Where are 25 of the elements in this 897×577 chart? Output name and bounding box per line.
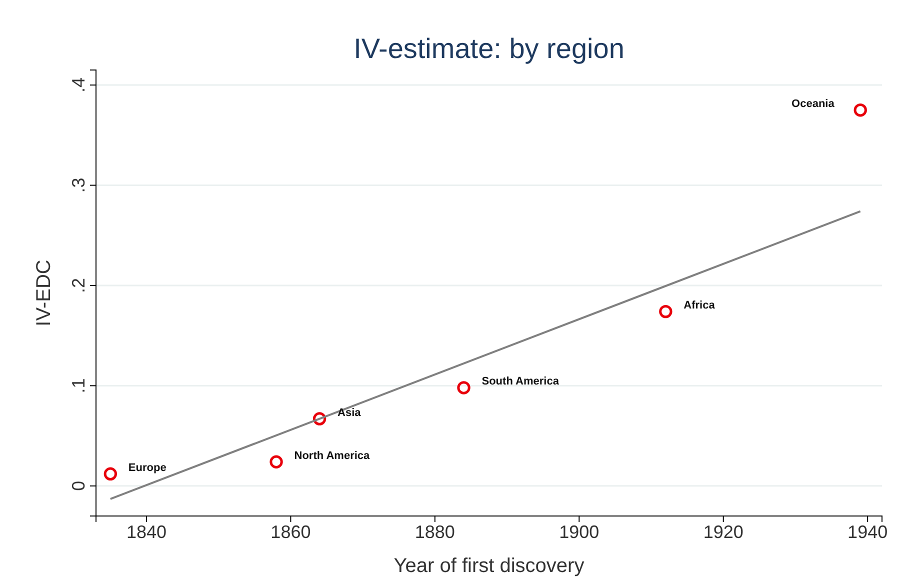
point	[270, 455, 283, 468]
annotation: Oceania	[792, 98, 836, 110]
y-tick-label: .2	[68, 278, 88, 293]
x-tick-label: 1900	[559, 522, 600, 542]
x-tick-label: 1920	[703, 522, 744, 542]
x-tick-label: 1940	[848, 522, 888, 542]
y-tick-label: .3	[68, 178, 88, 193]
point	[854, 104, 867, 117]
x-axis-title: Year of first discovery	[394, 555, 584, 577]
annotation: Africa	[684, 300, 716, 312]
y-axis-title: IV-EDC	[33, 260, 55, 326]
x-tick-label: 1840	[126, 522, 166, 542]
x-tick-label: 1860	[270, 522, 311, 542]
y-tick-label: .1	[68, 378, 88, 394]
point	[659, 304, 672, 318]
point	[457, 381, 470, 394]
annotation: North America	[294, 450, 371, 462]
point	[104, 467, 118, 480]
x-tick-label: 1880	[414, 522, 455, 542]
y-tick-label: 0	[68, 480, 88, 491]
chart-title: IV-estimate: by region	[354, 33, 624, 64]
annotation: Europe	[128, 462, 166, 474]
annotation: South America	[482, 376, 560, 388]
annotation: Asia	[338, 406, 362, 419]
y-tick-label: .4	[68, 78, 88, 93]
